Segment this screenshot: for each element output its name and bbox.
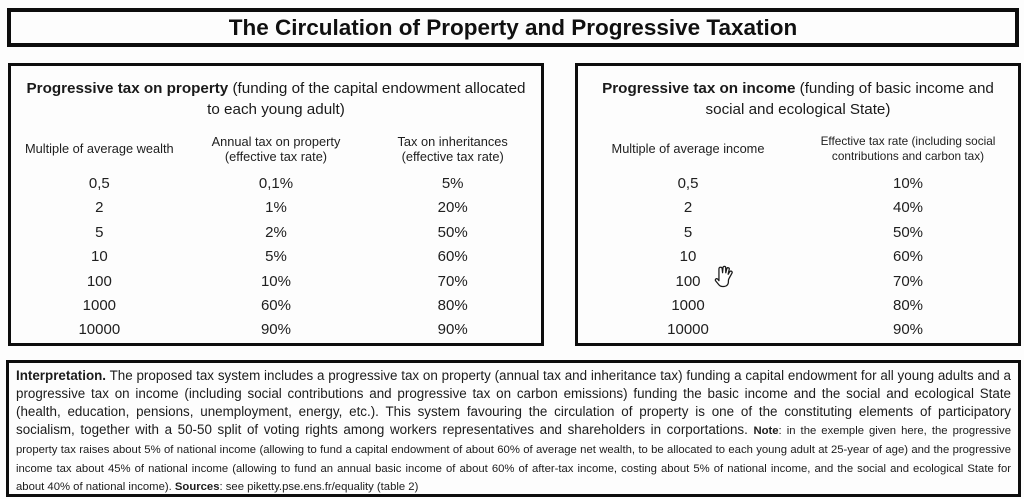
note-body: : in the exemple given here, the progres… [16,425,1011,494]
property-table-header-row: Multiple of average wealth Annual tax on… [11,131,541,172]
income-table-header-row: Multiple of average income Effective tax… [578,131,1018,172]
table-row: 5 50% [578,221,1018,245]
cell: 40% [892,199,924,217]
cell: 10 [90,248,108,266]
income-tax-table: Progressive tax on income (funding of ba… [575,63,1021,346]
column-header-line: Annual tax on property [211,133,341,149]
column-header-line: (effective tax rate) [401,149,504,164]
column-header-line: Effective tax rate (including social [820,133,996,148]
table-row: 1000 60% 80% [11,294,541,318]
interpretation-box: Interpretation. The proposed tax system … [6,360,1021,497]
interpretation-label: Interpretation. [16,368,107,383]
cell: 5% [441,175,464,192]
table-row: 10 5% 60% [11,245,541,269]
table-row: 0,5 0,1% 5% [11,172,541,196]
cell: 60% [260,297,291,315]
cell: 90% [892,321,924,339]
table-row: 10000 90% 90% [11,318,541,342]
cell: 70% [437,272,468,290]
table-row: 2 1% 20% [11,196,541,220]
sources-label: Sources [174,481,220,494]
cell: 2 [95,199,104,217]
figure-title-box: The Circulation of Property and Progress… [7,8,1019,47]
cell: 0,1% [258,175,294,192]
cell: 2 [683,199,693,217]
cell: 10 [679,248,697,266]
cell: 1000 [82,297,117,315]
sources-body: : see piketty.pse.ens.fr/equality (table… [219,481,419,494]
interpretation-paragraph: Interpretation. The proposed tax system … [16,367,1011,496]
property-table-title: Progressive tax on property (funding of … [25,78,527,120]
cell: 60% [892,248,924,266]
table-row: 100 10% 70% [11,270,541,294]
column-header-line: Multiple of average income [611,141,765,157]
cell: 5 [683,223,693,241]
table-row: 10000 90% [578,318,1018,342]
income-table-title: Progressive tax on income (funding of ba… [592,78,1004,120]
table-row: 100 70% [578,270,1018,294]
cell: 90% [437,321,468,339]
cell: 1% [265,199,287,217]
cell: 0,5 [677,175,699,192]
cell: 10000 [78,321,121,339]
cell: 60% [437,248,468,266]
property-table-title-rest: (funding of the capital endowment alloca… [207,80,526,118]
cell: 70% [892,272,924,290]
table-row: 5 2% 50% [11,221,541,245]
cell: 50% [892,223,924,241]
cell: 10000 [667,321,709,339]
cell: 5% [265,248,287,266]
column-header-line: contributions and carbon tax) [831,149,985,163]
property-table: Multiple of average wealth Annual tax on… [11,131,541,343]
income-table: Multiple of average income Effective tax… [578,131,1018,343]
cell: 5 [95,223,104,241]
cell: 90% [260,321,291,339]
income-table-title-rest: (funding of basic income and social and … [705,80,994,118]
table-row: 0,5 10% [578,172,1018,196]
column-header-inheritance-tax: Tax on inheritances (effective tax rate) [364,131,541,172]
income-table-title-bold: Progressive tax on income [602,80,796,97]
cell: 80% [437,297,468,315]
cell: 10% [260,272,291,290]
column-header-effective-rate: Effective tax rate (including social con… [798,131,1018,172]
column-header-income-multiple: Multiple of average income [578,131,798,172]
property-tax-table: Progressive tax on property (funding of … [8,63,544,346]
cell: 0,5 [88,175,110,192]
column-header-wealth-multiple: Multiple of average wealth [11,131,188,172]
table-row: 2 40% [578,196,1018,220]
column-header-line: Tax on inheritances [397,133,508,149]
cell: 1000 [671,297,705,315]
cell: 100 [675,272,701,290]
table-row: 1000 80% [578,294,1018,318]
cell: 20% [437,199,468,217]
note-label: Note [753,425,779,437]
column-header-line: (effective tax rate) [224,149,328,164]
cell: 80% [892,297,924,315]
table-row: 10 60% [578,245,1018,269]
cell: 50% [437,223,468,241]
interpretation-body: The proposed tax system includes a progr… [16,368,1011,437]
property-table-title-bold: Progressive tax on property [26,80,229,97]
cell: 10% [892,175,924,192]
column-header-annual-tax: Annual tax on property (effective tax ra… [188,131,365,172]
cell: 2% [265,223,287,241]
column-header-line: Multiple of average wealth [24,141,174,157]
page-title: The Circulation of Property and Progress… [228,14,798,40]
cell: 100 [86,272,112,290]
